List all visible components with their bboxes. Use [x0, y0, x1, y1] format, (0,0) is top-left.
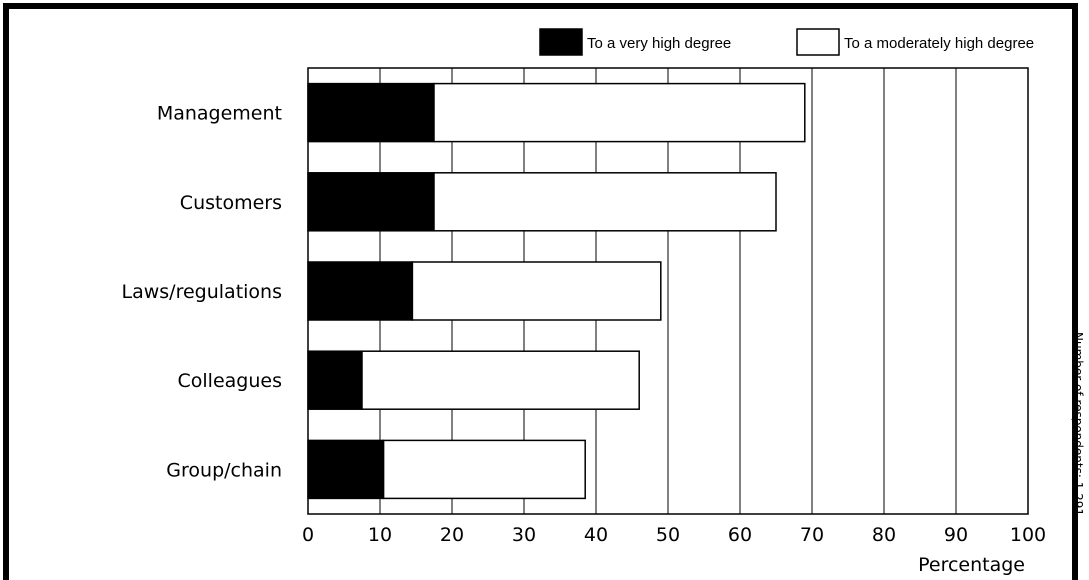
- x-tick-label: 100: [1010, 524, 1046, 546]
- x-tick-label: 60: [728, 524, 752, 546]
- x-tick-label: 20: [440, 524, 464, 546]
- bar-moderately-high-1: [433, 82, 806, 143]
- legend-label-moderately-high: To a moderately high degree: [844, 35, 1034, 52]
- x-tick-label: 0: [302, 524, 314, 546]
- x-axis-title: Percentage: [918, 554, 1025, 576]
- legend-swatch-moderately-high: [796, 28, 840, 56]
- category-label: Management: [157, 103, 282, 125]
- bar-moderately-high-3: [411, 261, 662, 321]
- bar-moderately-high-2: [433, 172, 777, 232]
- respondents-note: Number of respondents: 1,291: [1071, 332, 1085, 516]
- legend: To a very high degree To a moderately hi…: [539, 28, 1034, 56]
- x-tick-label: 70: [800, 524, 824, 546]
- category-label: Group/chain: [166, 459, 282, 481]
- x-axis-ticks: 0 10 20 30 40 50 60 70 80 90 100: [302, 524, 1046, 546]
- x-tick-label: 30: [512, 524, 536, 546]
- bar-moderately-high-4: [361, 350, 640, 410]
- bar-very-high-2: [307, 172, 435, 232]
- bars: [307, 82, 806, 500]
- category-label: Laws/regulations: [122, 281, 282, 303]
- legend-swatch-very-high: [539, 28, 583, 56]
- x-tick-label: 10: [368, 524, 392, 546]
- category-labels: Management Customers Laws/regulations Colle…: [122, 103, 282, 482]
- bar-very-high-4: [307, 350, 363, 410]
- bar-very-high-1: [307, 82, 435, 143]
- x-tick-label: 50: [656, 524, 680, 546]
- category-label: Customers: [180, 192, 282, 214]
- x-tick-label: 90: [944, 524, 968, 546]
- bar-very-high-5: [307, 439, 385, 500]
- x-tick-label: 40: [584, 524, 608, 546]
- bar-moderately-high-5: [382, 439, 586, 500]
- bar-very-high-3: [307, 261, 414, 321]
- x-tick-label: 80: [872, 524, 896, 546]
- category-label: Colleagues: [178, 370, 282, 392]
- legend-label-very-high: To a very high degree: [587, 35, 731, 52]
